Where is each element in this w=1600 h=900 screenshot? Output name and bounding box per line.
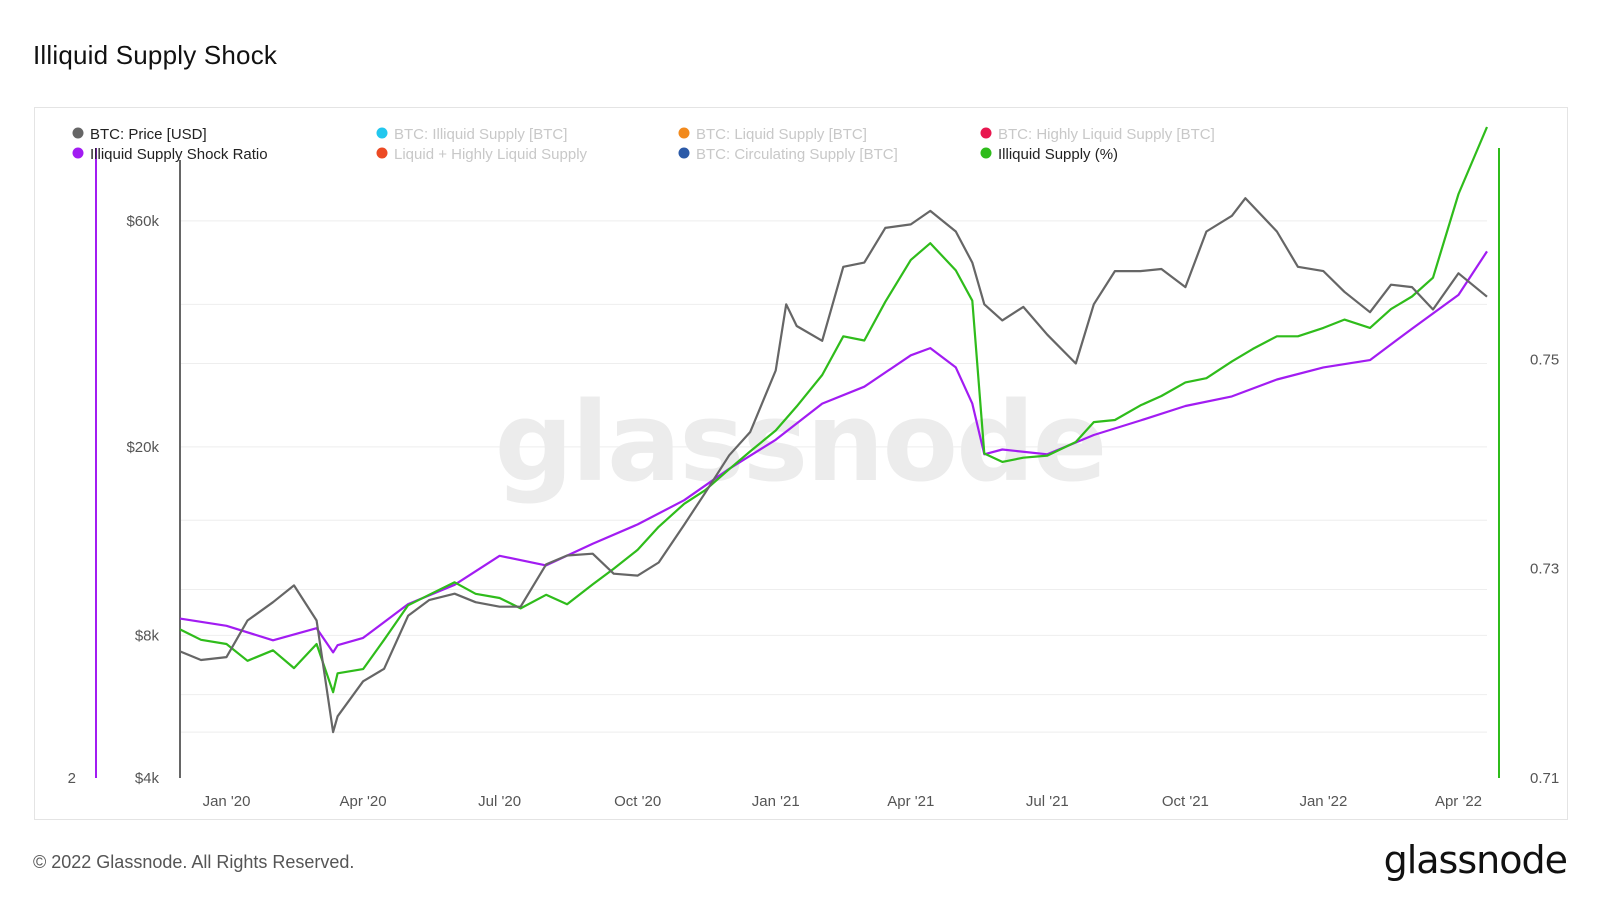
grid-lines	[180, 220, 1487, 733]
x-tick-label: Jul '20	[478, 793, 521, 810]
pct-tick-label: 0.73	[1530, 561, 1559, 578]
series-line-ratio	[179, 250, 1488, 654]
legend-item[interactable]: Illiquid Supply Shock Ratio	[72, 146, 268, 163]
price-tick-label: $60k	[126, 213, 159, 230]
x-tick-label: Oct '20	[614, 793, 661, 810]
price-tick-label: $4k	[135, 770, 160, 787]
legend-marker	[72, 127, 84, 139]
x-tick-label: Apr '20	[340, 793, 387, 810]
x-tick-label: Jan '22	[1299, 793, 1347, 810]
legend-item[interactable]: BTC: Illiquid Supply [BTC]	[376, 126, 568, 143]
pct-tick-label: 0.71	[1530, 770, 1559, 787]
legend-label: BTC: Liquid Supply [BTC]	[696, 126, 867, 143]
watermark-text: glassnode	[495, 378, 1106, 506]
legend: BTC: Price [USD] BTC: Illiquid Supply [BT…	[72, 126, 1215, 163]
ratio-tick-label: 2	[68, 770, 76, 787]
price-tick-label: $20k	[126, 439, 159, 456]
legend-item[interactable]: Illiquid Supply (%)	[980, 146, 1119, 163]
x-tick-label: Jul '21	[1026, 793, 1069, 810]
legend-item[interactable]: BTC: Price [USD]	[72, 126, 207, 143]
legend-marker	[980, 127, 992, 139]
page-title: Illiquid Supply Shock	[33, 40, 278, 70]
pct-tick-label: 0.75	[1530, 351, 1559, 368]
series-layer	[179, 126, 1489, 734]
legend-label: BTC: Price [USD]	[90, 126, 207, 143]
x-tick-label: Jan '20	[203, 793, 251, 810]
legend-item[interactable]: BTC: Highly Liquid Supply [BTC]	[980, 126, 1215, 143]
legend-label: Illiquid Supply (%)	[998, 146, 1118, 163]
copyright-footer: © 2022 Glassnode. All Rights Reserved.	[33, 852, 355, 872]
legend-item[interactable]: Liquid + Highly Liquid Supply	[376, 146, 588, 163]
legend-label: BTC: Highly Liquid Supply [BTC]	[998, 126, 1215, 143]
series-line-pct	[179, 126, 1489, 694]
legend-label: Liquid + Highly Liquid Supply	[394, 146, 588, 163]
legend-marker	[678, 127, 690, 139]
tick-labels: Jan '20 Apr '20 Jul '20 Oct '20 Jan '21 Apr '…	[68, 213, 1560, 810]
x-tick-label: Apr '21	[887, 793, 934, 810]
price-tick-label: $8k	[135, 627, 160, 644]
legend-label: BTC: Circulating Supply [BTC]	[696, 146, 898, 163]
legend-label: Illiquid Supply Shock Ratio	[90, 146, 268, 163]
x-tick-label: Jan '21	[752, 793, 800, 810]
legend-marker	[678, 147, 690, 159]
legend-marker	[376, 127, 388, 139]
legend-label: BTC: Illiquid Supply [BTC]	[394, 126, 567, 143]
legend-item[interactable]: BTC: Liquid Supply [BTC]	[678, 126, 867, 143]
x-tick-label: Oct '21	[1162, 793, 1209, 810]
legend-item[interactable]: BTC: Circulating Supply [BTC]	[678, 146, 898, 163]
series-line-price	[179, 197, 1488, 734]
axes	[95, 148, 1500, 778]
legend-marker	[72, 147, 84, 159]
legend-marker	[376, 147, 388, 159]
x-tick-label: Apr '22	[1435, 793, 1482, 810]
glassnode-logo: glassnode	[1383, 838, 1568, 882]
chart-frame	[34, 107, 1568, 820]
legend-marker	[980, 147, 992, 159]
